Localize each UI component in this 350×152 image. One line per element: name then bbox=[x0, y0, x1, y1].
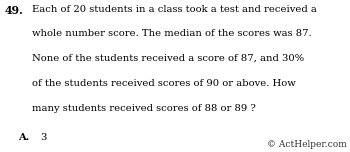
Text: None of the students received a score of 87, and 30%: None of the students received a score of… bbox=[32, 54, 304, 63]
Text: 49.: 49. bbox=[5, 5, 23, 16]
Text: 3: 3 bbox=[40, 133, 47, 142]
Text: many students received scores of 88 or 89 ?: many students received scores of 88 or 8… bbox=[32, 104, 256, 113]
Text: Each of 20 students in a class took a test and received a: Each of 20 students in a class took a te… bbox=[32, 5, 317, 14]
Text: of the students received scores of 90 or above. How: of the students received scores of 90 or… bbox=[32, 79, 296, 88]
Text: © ActHelper.com: © ActHelper.com bbox=[267, 140, 346, 149]
Text: A.: A. bbox=[19, 133, 30, 142]
Text: whole number score. The median of the scores was 87.: whole number score. The median of the sc… bbox=[32, 29, 312, 38]
